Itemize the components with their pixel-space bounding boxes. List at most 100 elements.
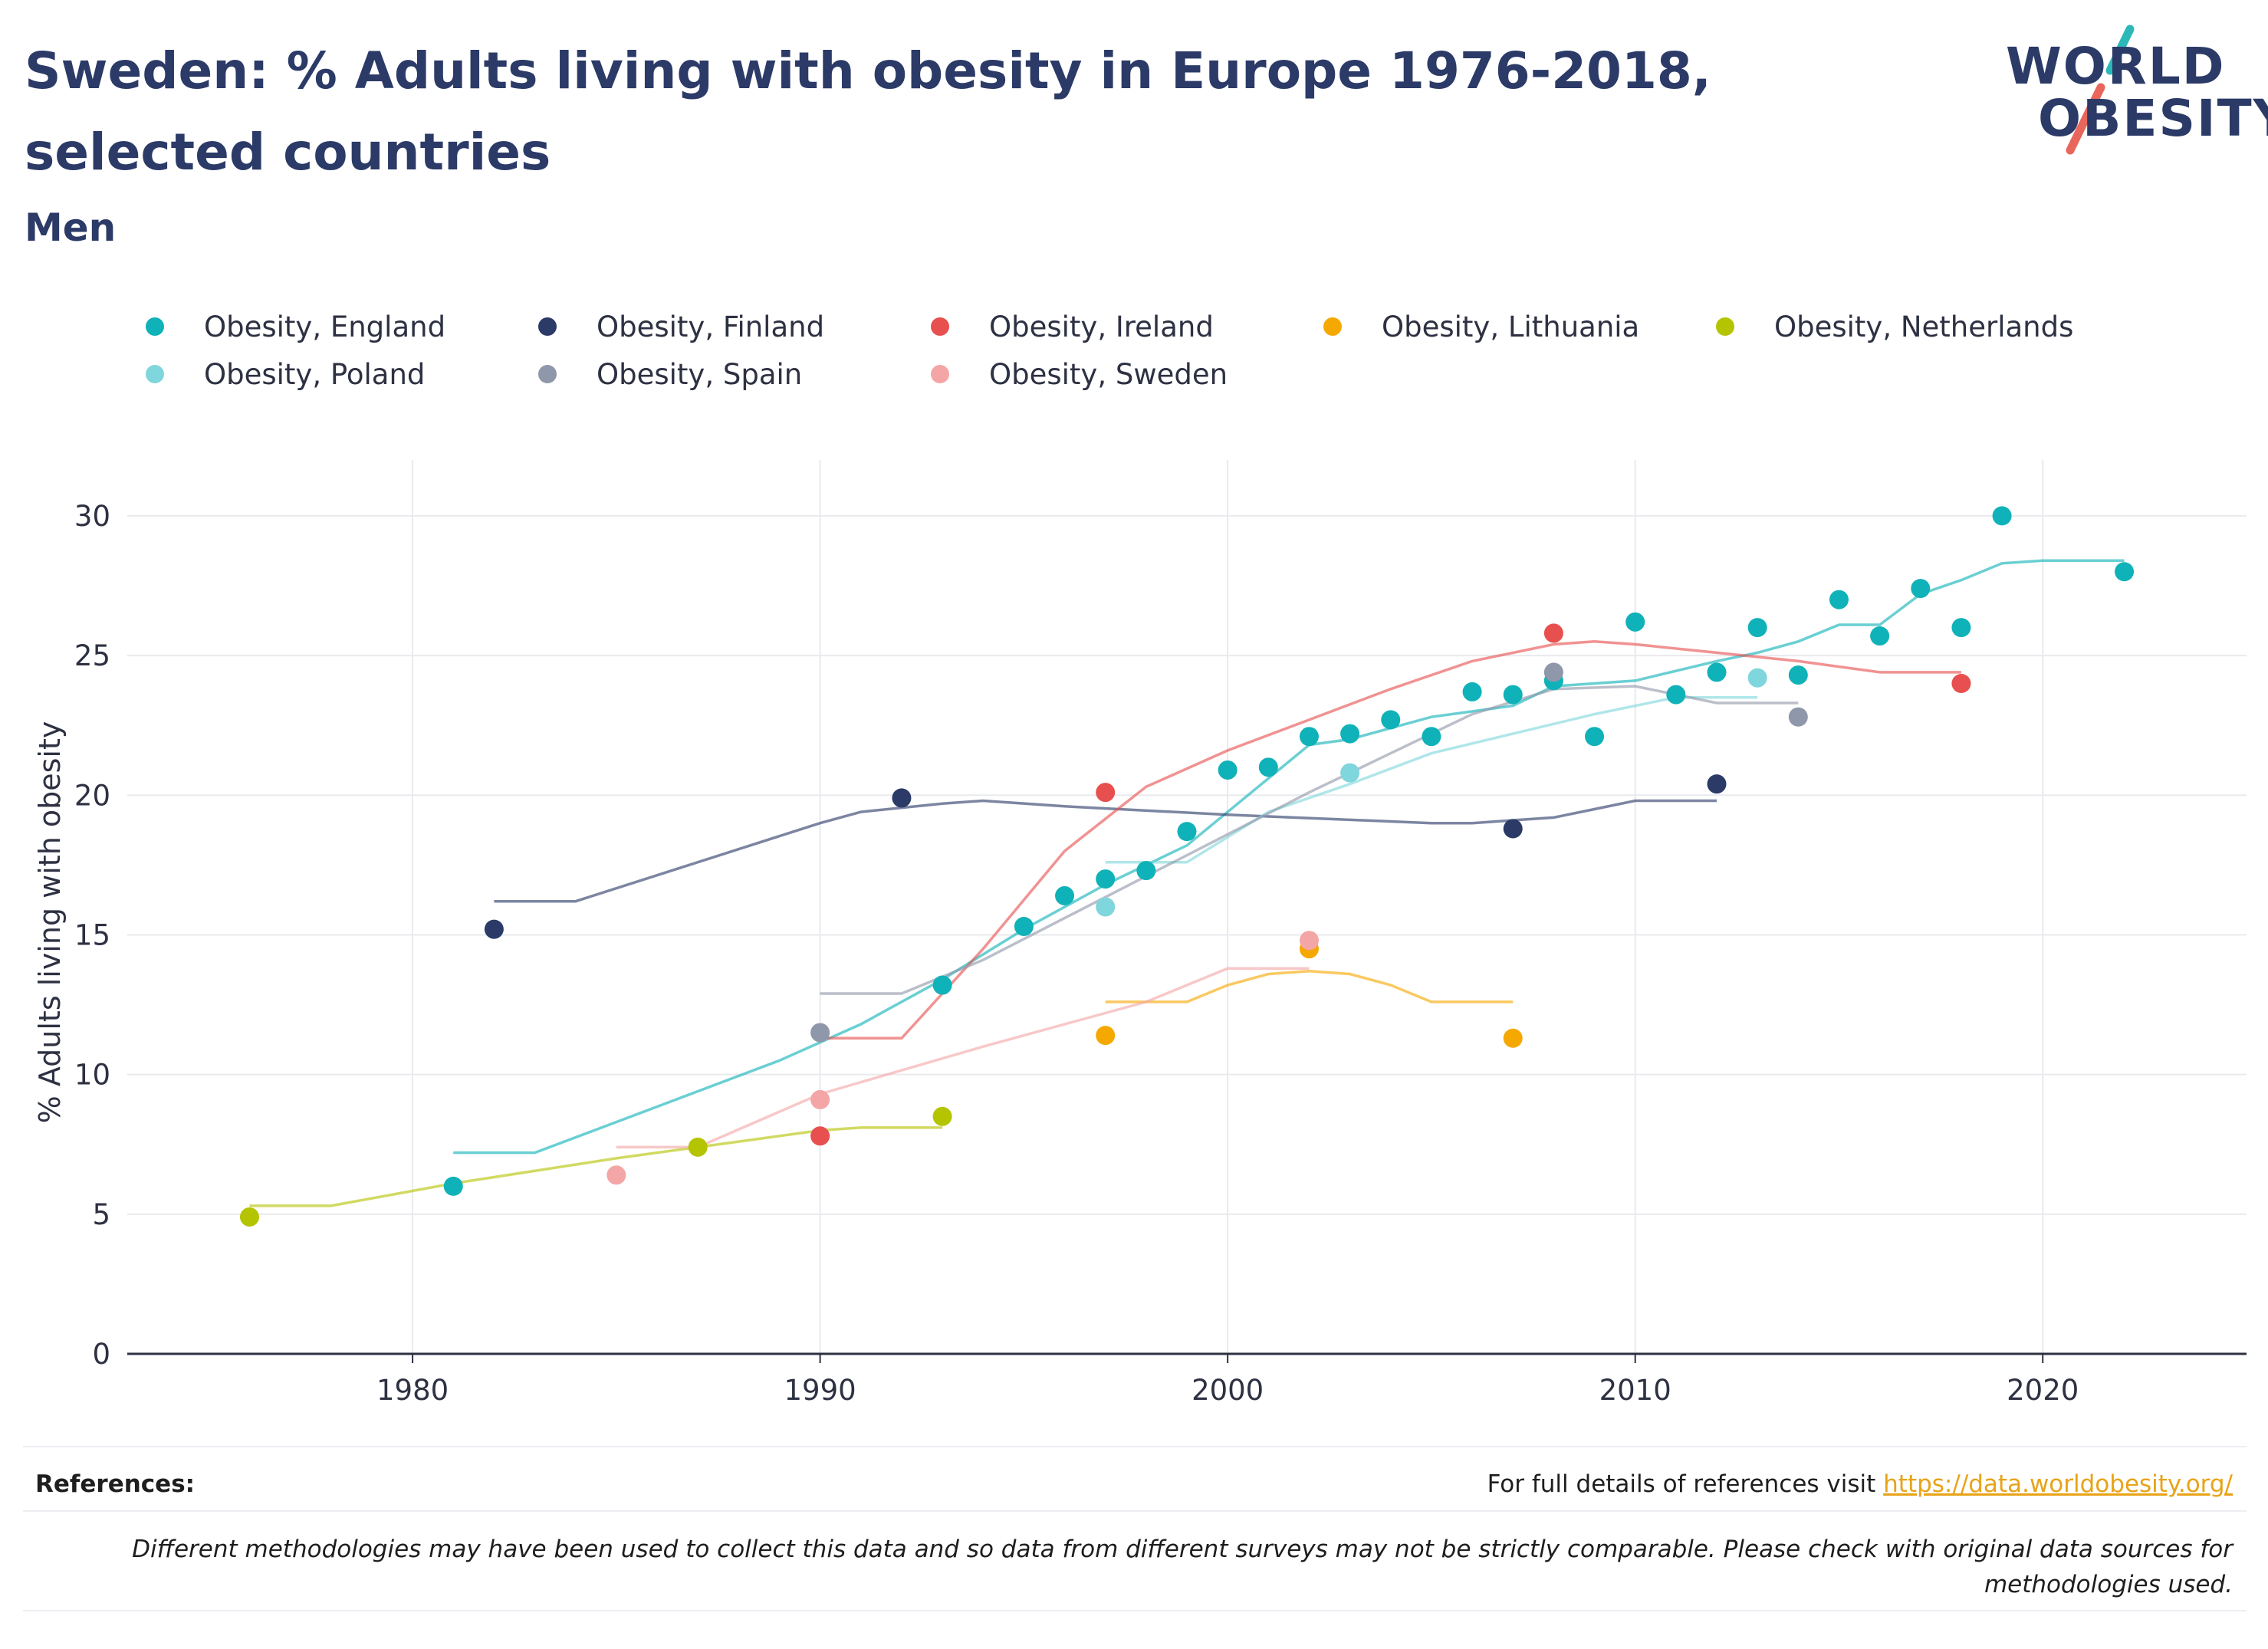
data-point[interactable] [1788, 665, 1808, 685]
legend-label: Obesity, England [204, 310, 446, 343]
data-point[interactable] [688, 1137, 708, 1157]
data-point[interactable] [1543, 662, 1563, 682]
data-point[interactable] [1992, 506, 2012, 526]
legend-label: Obesity, Netherlands [1774, 310, 2074, 343]
data-point[interactable] [1299, 727, 1319, 747]
data-point[interactable] [810, 1023, 830, 1043]
trend-line [1105, 970, 1514, 1004]
data-point[interactable] [606, 1165, 626, 1185]
trend-line [820, 640, 1961, 1040]
logo-slash-icon [2066, 25, 2135, 155]
data-point[interactable] [1096, 897, 1116, 917]
data-point[interactable] [1340, 763, 1360, 783]
data-point[interactable] [1258, 757, 1278, 777]
legend-marker-icon [538, 317, 557, 336]
legend-label: Obesity, Sweden [989, 357, 1228, 391]
data-point[interactable] [443, 1176, 463, 1196]
y-tick-label: 30 [74, 500, 110, 533]
legend-item[interactable]: Obesity, Poland [146, 353, 425, 396]
legend-item[interactable]: Obesity, Ireland [931, 305, 1214, 348]
data-point[interactable] [1014, 917, 1034, 937]
legend-label: Obesity, Spain [597, 357, 803, 391]
x-tick-label: 2000 [1192, 1374, 1264, 1407]
trend-lines [249, 559, 2125, 1207]
x-tick-label: 1980 [376, 1374, 449, 1407]
chart-subtitle: Men [25, 205, 117, 250]
legend-marker-icon [931, 365, 949, 383]
legend-item[interactable]: Obesity, England [146, 305, 445, 348]
data-point[interactable] [484, 919, 504, 939]
data-point[interactable] [1543, 623, 1563, 643]
data-point[interactable] [1503, 1028, 1523, 1048]
data-point[interactable] [1096, 1026, 1116, 1046]
legend-marker-icon [146, 317, 164, 336]
data-point[interactable] [1585, 727, 1605, 747]
data-point[interactable] [1829, 590, 1849, 609]
data-point[interactable] [1625, 612, 1645, 632]
data-point[interactable] [1096, 783, 1116, 803]
references-note: For full details of references visit htt… [1487, 1470, 2233, 1498]
legend-label: Obesity, Lithuania [1382, 310, 1640, 343]
legend-marker-icon [538, 365, 557, 383]
data-point[interactable] [1340, 724, 1360, 744]
data-point[interactable] [810, 1089, 830, 1109]
legend-label: Obesity, Finland [597, 310, 825, 343]
data-point[interactable] [810, 1126, 830, 1146]
data-point[interactable] [1911, 579, 1931, 599]
data-point[interactable] [1788, 707, 1808, 727]
data-points [239, 506, 2135, 1227]
data-point[interactable] [1381, 710, 1401, 730]
data-point[interactable] [1503, 685, 1523, 705]
divider [23, 1610, 2247, 1611]
trend-line [820, 685, 1799, 995]
legend-item[interactable]: Obesity, Lithuania [1323, 305, 1639, 348]
data-point[interactable] [1096, 869, 1116, 889]
trend-line [1105, 695, 1758, 864]
logo-word-world: WORLD [2006, 37, 2226, 96]
legend-marker-icon [1716, 317, 1734, 336]
references-link[interactable]: https://data.worldobesity.org/ [1883, 1470, 2233, 1498]
legend-marker-icon [931, 317, 949, 336]
references-text: For full details of references visit [1487, 1470, 1876, 1498]
data-point[interactable] [1747, 668, 1767, 688]
world-obesity-logo: WORLD OBESITY [1994, 21, 2268, 167]
legend-label: Obesity, Poland [204, 357, 426, 391]
legend-item[interactable]: Obesity, Sweden [931, 353, 1228, 396]
chart-title: Sweden: % Adults living with obesity in … [25, 41, 1711, 182]
data-point[interactable] [932, 1106, 952, 1126]
y-tick-label: 0 [92, 1338, 110, 1371]
data-point[interactable] [1747, 618, 1767, 638]
legend-item[interactable]: Obesity, Netherlands [1716, 305, 2073, 348]
legend-marker-icon [1323, 317, 1342, 336]
x-tick-label: 2010 [1599, 1374, 1671, 1407]
data-point[interactable] [1707, 774, 1727, 794]
data-point[interactable] [2115, 562, 2135, 582]
data-point[interactable] [1870, 626, 1890, 646]
scatter-plot: 0 5 10 15 20 25 30 1980 1990 2000 2010 2020 % Adults… [33, 460, 2247, 1407]
data-point[interactable] [1951, 618, 1971, 638]
legend-item[interactable]: Obesity, Finland [538, 305, 824, 348]
methodology-disclaimer: Different methodologies may have been us… [132, 1536, 2233, 1598]
y-axis-title: % Adults living with obesity [33, 721, 67, 1124]
data-point[interactable] [1666, 685, 1686, 705]
y-tick-label: 15 [74, 918, 110, 951]
data-point[interactable] [1218, 760, 1238, 780]
data-point[interactable] [1462, 682, 1482, 701]
data-point[interactable] [932, 975, 952, 995]
axes: 0 5 10 15 20 25 30 1980 1990 2000 2010 2020 % Adults… [33, 500, 2247, 1407]
data-point[interactable] [1136, 861, 1156, 881]
data-point[interactable] [1422, 727, 1441, 747]
data-point[interactable] [1299, 931, 1319, 951]
logo-word-obesity: OBESITY [2038, 89, 2268, 148]
data-point[interactable] [239, 1207, 259, 1227]
y-tick-label: 25 [74, 639, 110, 672]
data-point[interactable] [1055, 885, 1075, 905]
data-point[interactable] [1707, 662, 1727, 682]
data-point[interactable] [1951, 674, 1971, 693]
data-point[interactable] [1177, 822, 1197, 842]
trend-line [249, 1126, 943, 1207]
data-point[interactable] [1503, 819, 1523, 839]
divider [23, 1510, 2247, 1512]
legend-item[interactable]: Obesity, Spain [538, 353, 802, 396]
data-point[interactable] [892, 788, 912, 808]
